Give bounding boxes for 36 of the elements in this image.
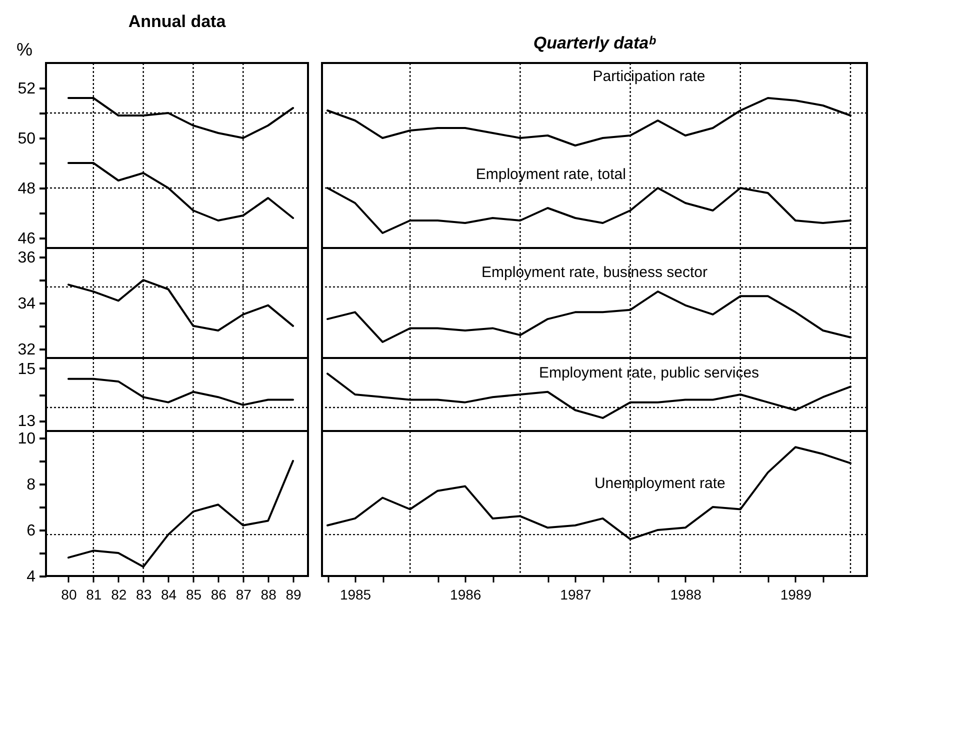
x-tick-label: 80 <box>61 586 77 602</box>
x-tick-label: 1989 <box>780 586 812 602</box>
y-axis-title: % <box>16 40 33 60</box>
x-tick-label: 1987 <box>560 586 592 602</box>
x-tick-label: 1986 <box>450 586 482 602</box>
y-tick-label: 52 <box>18 80 36 98</box>
x-tick-label: 83 <box>136 586 152 602</box>
y-tick-label: 13 <box>18 413 36 430</box>
y-tick-label: 32 <box>18 341 36 358</box>
x-tick-label: 88 <box>260 586 277 602</box>
series-label: Employment rate, business sector <box>482 264 708 282</box>
y-tick-label: 48 <box>18 180 36 198</box>
y-tick-label: 8 <box>26 476 36 494</box>
y-tick-label: 34 <box>18 296 36 312</box>
y-tick-label: 15 <box>18 360 36 378</box>
x-tick-label: 84 <box>160 586 177 602</box>
y-tick-label: 4 <box>26 568 36 586</box>
y-tick-label: 46 <box>18 230 36 248</box>
chart-title: Quarterly dataᵇ <box>533 33 657 52</box>
text: Participation rate <box>592 68 706 85</box>
x-tick-label: 87 <box>236 586 252 602</box>
x-tick-label: 85 <box>186 586 202 602</box>
x-tick-label: 81 <box>86 586 102 602</box>
y-tick-label: 36 <box>18 250 36 267</box>
chart-title: Annual data <box>128 12 226 31</box>
y-tick-label: 6 <box>26 522 36 540</box>
series-label: Employment rate, public services <box>538 364 760 382</box>
x-tick-label: 86 <box>210 586 227 602</box>
x-tick-label: 89 <box>286 586 302 602</box>
series-label: Unemployment rate <box>594 475 726 492</box>
x-tick-label: 1985 <box>340 586 372 602</box>
x-tick-label: 82 <box>111 586 127 602</box>
x-tick-label: 1988 <box>670 586 702 602</box>
y-tick-label: 10 <box>18 430 36 448</box>
y-tick-label: 50 <box>18 130 36 148</box>
series-label: Employment rate, total <box>476 166 626 183</box>
